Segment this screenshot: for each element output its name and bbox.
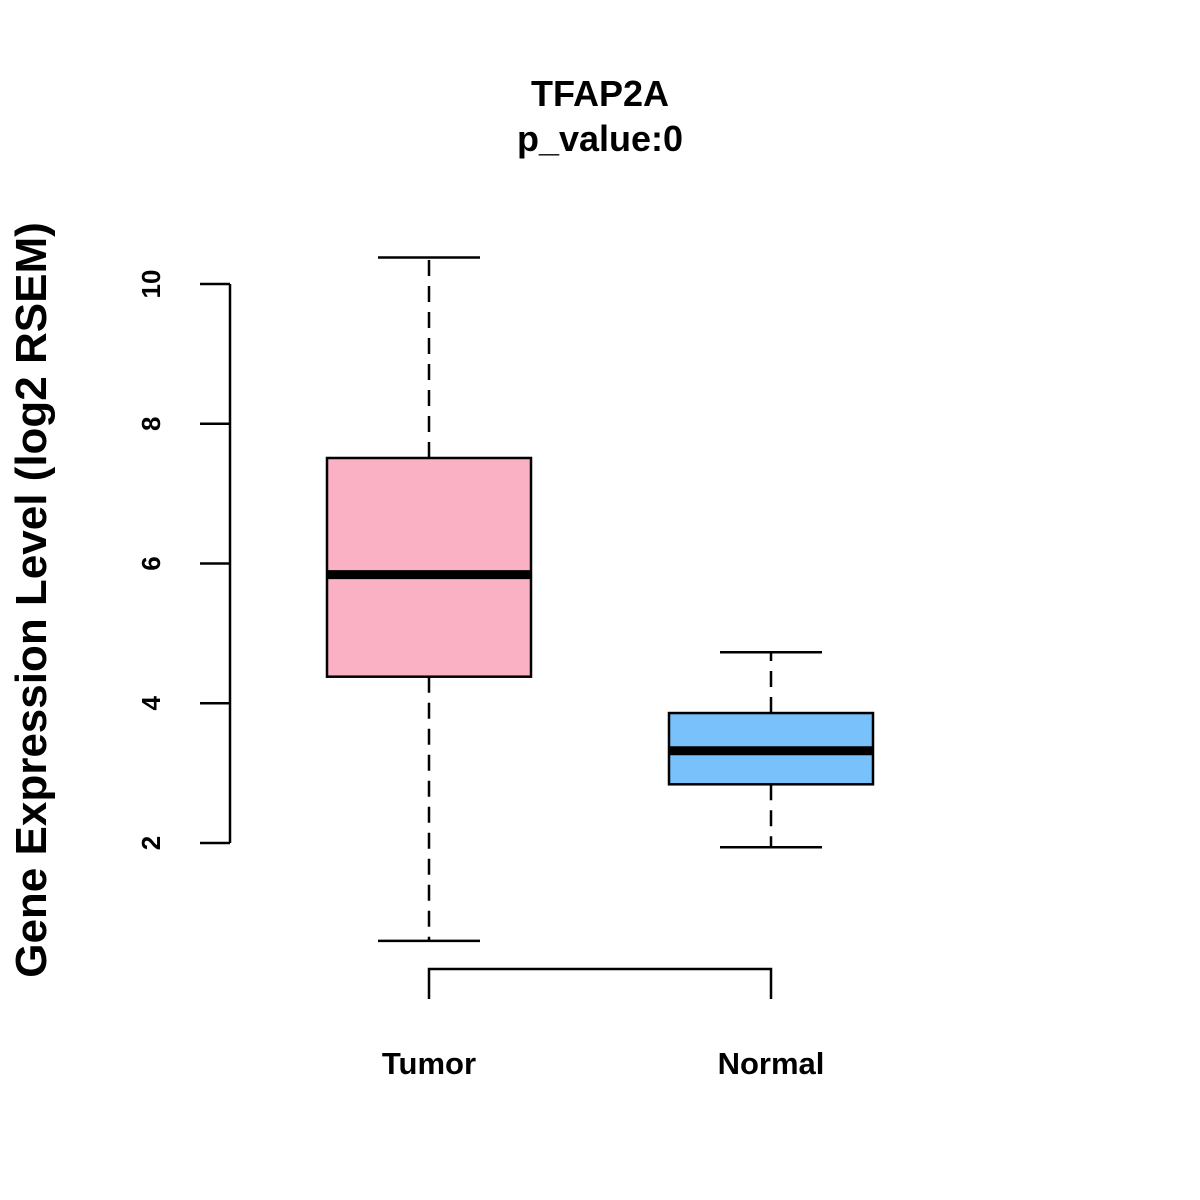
chart-subtitle: p_value:0 [517, 118, 683, 159]
iqr-box [325, 456, 533, 678]
y-axis: 2 4 6 8 10 [136, 270, 232, 850]
y-tick-label: 8 [136, 417, 166, 431]
comparison-bracket [427, 967, 773, 999]
y-axis-label: Gene Expression Level (log2 RSEM) [7, 222, 56, 978]
box-group [325, 256, 875, 943]
y-tick-label: 6 [136, 556, 166, 570]
x-tick-label-normal: Normal [718, 1046, 825, 1081]
x-tick-label-tumor: Tumor [382, 1046, 476, 1081]
box-tumor [325, 256, 533, 943]
x-axis-labels: Tumor Normal [382, 1046, 824, 1081]
box-normal [667, 650, 875, 849]
y-tick-label: 2 [136, 836, 166, 850]
bracket-line [427, 967, 773, 999]
y-tick-label: 10 [136, 270, 166, 299]
y-tick-label: 4 [136, 695, 166, 710]
chart-title: TFAP2A [531, 73, 669, 114]
